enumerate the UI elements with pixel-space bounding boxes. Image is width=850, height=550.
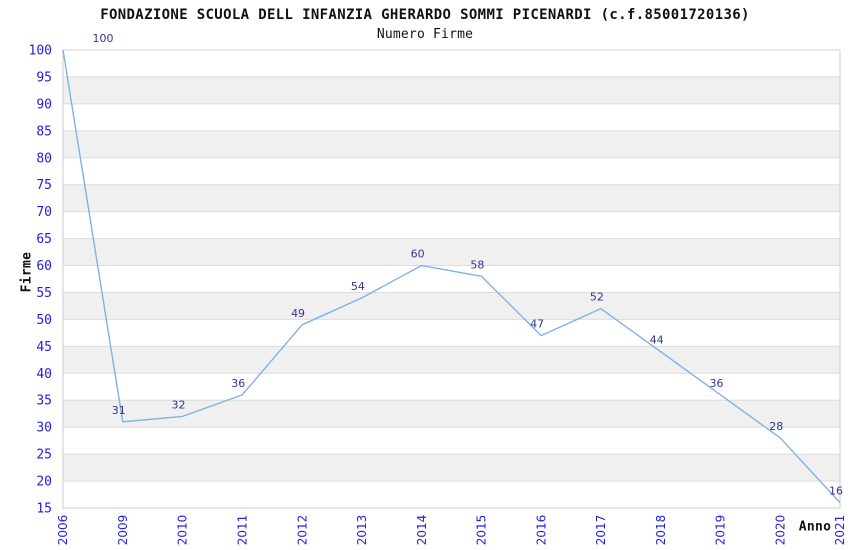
svg-text:75: 75 <box>36 178 52 193</box>
svg-text:16: 16 <box>829 485 843 498</box>
svg-text:32: 32 <box>172 398 186 411</box>
svg-text:54: 54 <box>351 280 365 293</box>
chart-title: FONDAZIONE SCUOLA DELL INFANZIA GHERARDO… <box>100 7 750 23</box>
svg-text:2013: 2013 <box>355 515 369 546</box>
svg-text:36: 36 <box>231 377 245 390</box>
svg-text:50: 50 <box>36 313 52 328</box>
svg-text:49: 49 <box>291 307 305 320</box>
data-line-series <box>62 49 841 504</box>
y-tick-labels: 15 20 25 30 35 40 45 50 55 60 65 70 75 80 85 90 95 100 <box>29 44 52 517</box>
svg-text:2017: 2017 <box>594 515 608 546</box>
svg-text:80: 80 <box>36 151 52 166</box>
svg-text:2018: 2018 <box>654 515 668 546</box>
svg-text:2021: 2021 <box>833 515 847 546</box>
chart-subtitle: Numero Firme <box>376 27 474 42</box>
svg-text:20: 20 <box>36 475 52 490</box>
svg-text:60: 60 <box>411 248 425 261</box>
plot-border <box>62 49 841 509</box>
x-axis-title: Anno <box>798 519 832 535</box>
x-tick-labels: 2006 2009 2010 2011 2012 2013 2014 2015 2016 2017… <box>56 515 847 546</box>
svg-text:2010: 2010 <box>176 515 190 546</box>
svg-text:58: 58 <box>470 258 484 271</box>
svg-text:100: 100 <box>93 32 114 45</box>
svg-text:2016: 2016 <box>534 515 548 546</box>
svg-text:85: 85 <box>36 124 52 139</box>
svg-text:28: 28 <box>769 420 783 433</box>
svg-text:52: 52 <box>590 291 604 304</box>
svg-text:45: 45 <box>36 340 52 355</box>
svg-text:36: 36 <box>709 377 723 390</box>
svg-text:30: 30 <box>36 421 52 436</box>
svg-text:2011: 2011 <box>236 515 250 546</box>
svg-text:70: 70 <box>36 205 52 220</box>
svg-text:15: 15 <box>36 502 52 517</box>
svg-text:60: 60 <box>36 259 52 274</box>
svg-text:2009: 2009 <box>116 515 130 546</box>
svg-text:44: 44 <box>650 334 664 347</box>
svg-text:95: 95 <box>36 70 52 85</box>
svg-text:100: 100 <box>29 44 52 59</box>
svg-text:2012: 2012 <box>295 515 309 546</box>
svg-text:31: 31 <box>112 404 126 417</box>
svg-text:2006: 2006 <box>56 515 70 546</box>
bands-group <box>63 50 840 508</box>
svg-text:65: 65 <box>36 232 52 247</box>
svg-text:90: 90 <box>36 97 52 112</box>
svg-text:2020: 2020 <box>773 515 787 546</box>
svg-text:25: 25 <box>36 448 52 463</box>
svg-text:2019: 2019 <box>714 515 728 546</box>
svg-text:40: 40 <box>36 367 52 382</box>
svg-text:2014: 2014 <box>415 515 429 546</box>
value-labels: 100 31 32 36 49 54 60 58 47 52 44 36 28 16 <box>93 32 844 498</box>
svg-text:55: 55 <box>36 286 52 301</box>
svg-text:35: 35 <box>36 394 52 409</box>
svg-text:47: 47 <box>530 318 544 331</box>
svg-text:2015: 2015 <box>475 515 489 546</box>
